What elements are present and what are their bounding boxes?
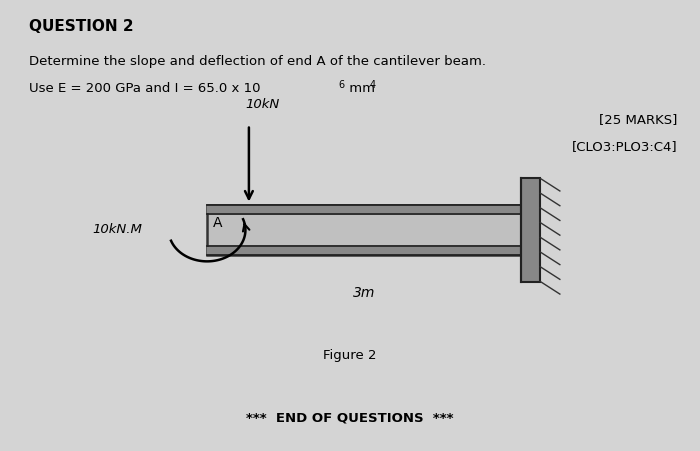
Text: [CLO3:PLO3:C4]: [CLO3:PLO3:C4] — [572, 140, 678, 153]
Text: Determine the slope and deflection of end A of the cantilever beam.: Determine the slope and deflection of en… — [29, 55, 486, 68]
Text: mm: mm — [345, 82, 375, 95]
Bar — [207, 247, 521, 255]
Text: [25 MARKS]: [25 MARKS] — [599, 114, 678, 126]
Text: A: A — [213, 216, 222, 230]
Text: 3m: 3m — [353, 286, 375, 300]
Bar — [207, 205, 521, 255]
Bar — [207, 205, 521, 213]
Text: Figure 2: Figure 2 — [323, 349, 377, 362]
Text: ***  END OF QUESTIONS  ***: *** END OF QUESTIONS *** — [246, 412, 454, 425]
Text: 10kN: 10kN — [246, 98, 280, 111]
Text: 10kN.M: 10kN.M — [92, 224, 142, 236]
Text: 4: 4 — [370, 80, 376, 90]
Text: QUESTION 2: QUESTION 2 — [29, 19, 134, 34]
Bar — [521, 179, 540, 281]
Text: Use E = 200 GPa and I = 65.0 x 10: Use E = 200 GPa and I = 65.0 x 10 — [29, 82, 261, 95]
Text: 6: 6 — [339, 80, 345, 90]
